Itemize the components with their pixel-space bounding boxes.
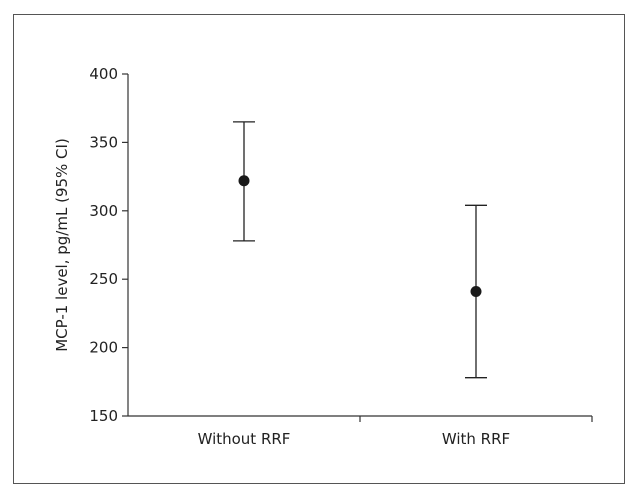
chart-frame <box>13 14 625 484</box>
x-tick-label: With RRF <box>442 430 510 448</box>
mean-point <box>470 286 482 298</box>
y-tick-label: 400 <box>89 65 118 83</box>
x-tick-label: Without RRF <box>198 430 291 448</box>
y-tick-label: 200 <box>89 339 118 357</box>
axes <box>127 74 592 417</box>
y-axis-title: MCP-1 level, pg/mL (95% CI) <box>53 138 71 352</box>
y-tick-label: 250 <box>89 270 118 288</box>
x-ticks: Without RRF With RRF <box>198 416 593 448</box>
y-tick-label: 150 <box>89 407 118 425</box>
y-tick-label: 300 <box>89 202 118 220</box>
y-ticks: 150 200 250 300 350 400 <box>89 65 128 425</box>
mean-point <box>238 175 250 187</box>
y-tick-label: 350 <box>89 133 118 151</box>
data-marks <box>233 121 487 379</box>
